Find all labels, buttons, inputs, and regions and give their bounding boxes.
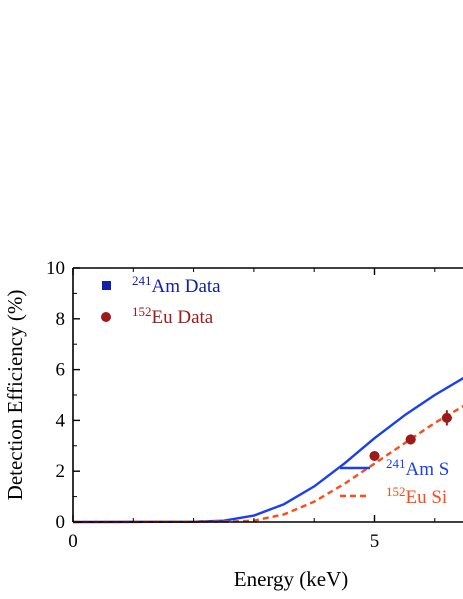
data-point-eu-data-1	[405, 434, 416, 445]
legend-label-am-sim: 241Am S	[386, 456, 449, 480]
y-tick-label: 0	[56, 512, 66, 533]
ticks: 0510150246810	[46, 258, 436, 552]
legend-marker-am-data	[102, 281, 111, 290]
y-tick-label: 8	[56, 309, 66, 330]
legend-label-eu-sim: 152Eu Si	[386, 484, 447, 508]
data-point-eu-data-2	[441, 412, 452, 423]
simulation-curves	[73, 376, 463, 524]
series-line-am-sim	[73, 376, 463, 524]
y-tick-label: 4	[56, 410, 66, 431]
legend-marker-eu-data	[101, 312, 111, 322]
y-axis-label: Detection Efficiency (%)	[3, 290, 27, 501]
legend: 241Am Data 152Eu Data 241Am S 152Eu Si	[101, 273, 449, 508]
data-point-eu-data-0	[369, 450, 380, 461]
y-tick-label: 6	[56, 360, 66, 381]
legend-label-eu-data: 152Eu Data	[132, 304, 214, 328]
legend-label-am-data: 241Am Data	[132, 273, 221, 297]
x-tick-label: 0	[68, 531, 78, 552]
data-points	[369, 410, 452, 461]
y-tick-label: 2	[56, 461, 66, 482]
y-tick-label: 10	[46, 258, 65, 279]
x-axis-label: Energy (keV)	[234, 567, 349, 591]
x-tick-label: 5	[370, 531, 380, 552]
